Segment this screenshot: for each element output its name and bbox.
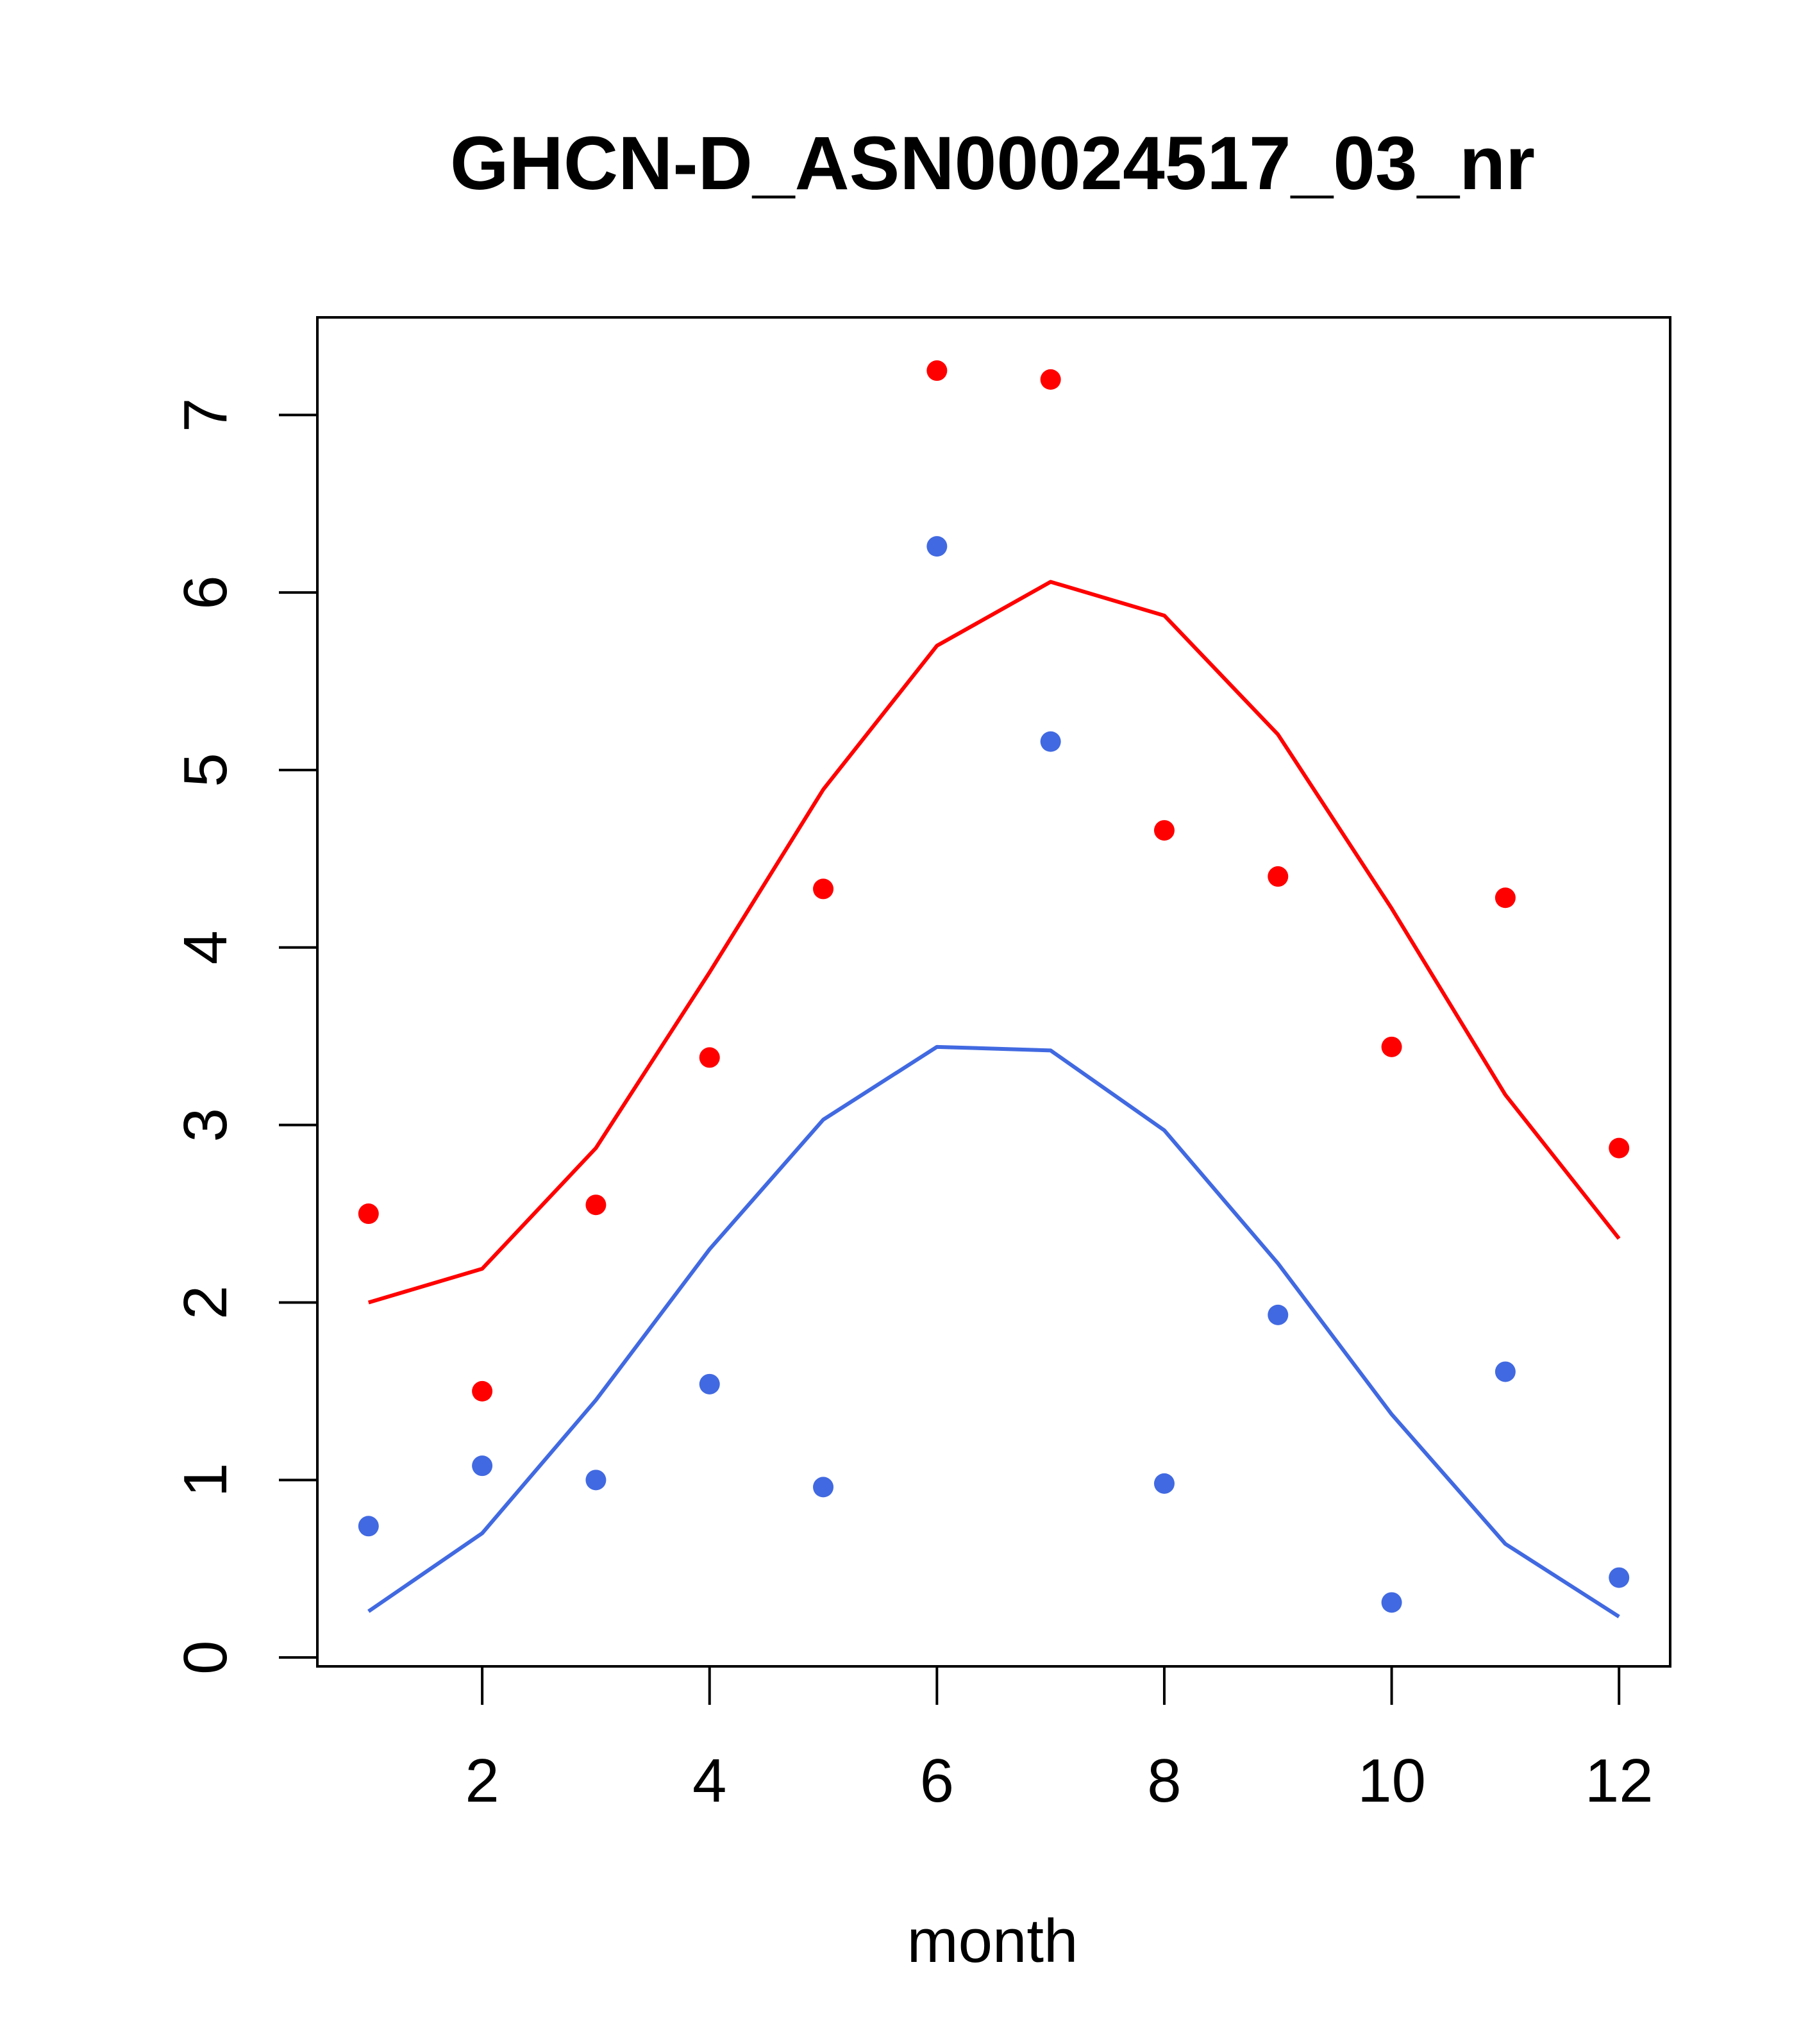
blue-data-point bbox=[1153, 1473, 1175, 1494]
red-line-series bbox=[367, 580, 1621, 1305]
x-tick-label: 2 bbox=[465, 1747, 499, 1815]
blue-data-point bbox=[1268, 1304, 1289, 1325]
y-axis: 0 1 2 3 4 5 6 7 bbox=[171, 398, 319, 1675]
x-axis-title: month bbox=[907, 1907, 1078, 1975]
x-tick-label: 12 bbox=[1585, 1747, 1654, 1815]
y-tick-label: 2 bbox=[171, 1286, 240, 1319]
blue-data-point bbox=[1495, 1361, 1516, 1382]
red-data-point bbox=[1609, 1137, 1630, 1159]
blue-data-point bbox=[926, 536, 948, 557]
blue-data-point bbox=[358, 1516, 379, 1537]
y-tick-label: 3 bbox=[171, 1108, 240, 1142]
x-tick-label: 10 bbox=[1357, 1747, 1426, 1815]
blue-data-point bbox=[813, 1477, 834, 1498]
y-tick-label: 7 bbox=[171, 398, 240, 432]
red-data-point bbox=[358, 1203, 379, 1225]
plot-area-frame bbox=[316, 316, 1671, 1668]
red-data-point bbox=[1153, 820, 1175, 841]
x-axis: 2 4 6 8 10 12 bbox=[465, 1665, 1654, 1815]
blue-data-point bbox=[1040, 731, 1061, 752]
blue-data-point bbox=[472, 1455, 493, 1477]
chart-title: GHCN-D_ASN00024517_03_nr bbox=[450, 121, 1535, 206]
x-tick-label: 6 bbox=[920, 1747, 954, 1815]
red-data-point bbox=[1268, 866, 1289, 887]
red-data-point bbox=[1381, 1036, 1402, 1057]
blue-line-series bbox=[367, 1044, 1620, 1619]
x-tick-label: 4 bbox=[692, 1747, 726, 1815]
blue-data-point bbox=[1381, 1592, 1402, 1613]
red-data-point bbox=[472, 1380, 493, 1402]
series-layer bbox=[358, 360, 1630, 1619]
y-tick-label: 1 bbox=[171, 1463, 240, 1497]
blue-data-point bbox=[1609, 1567, 1630, 1588]
red-data-point bbox=[1040, 369, 1061, 390]
red-data-point bbox=[1495, 887, 1516, 909]
y-tick-label: 4 bbox=[171, 930, 240, 964]
y-tick-label: 0 bbox=[171, 1640, 240, 1674]
red-data-point bbox=[926, 360, 948, 381]
red-data-point bbox=[585, 1194, 607, 1216]
x-tick-label: 8 bbox=[1147, 1747, 1181, 1815]
y-tick-label: 6 bbox=[171, 575, 240, 609]
blue-data-point bbox=[699, 1373, 720, 1395]
red-data-point bbox=[699, 1047, 720, 1068]
y-tick-label: 5 bbox=[171, 753, 240, 787]
blue-data-point bbox=[585, 1470, 607, 1491]
red-data-point bbox=[813, 878, 834, 900]
